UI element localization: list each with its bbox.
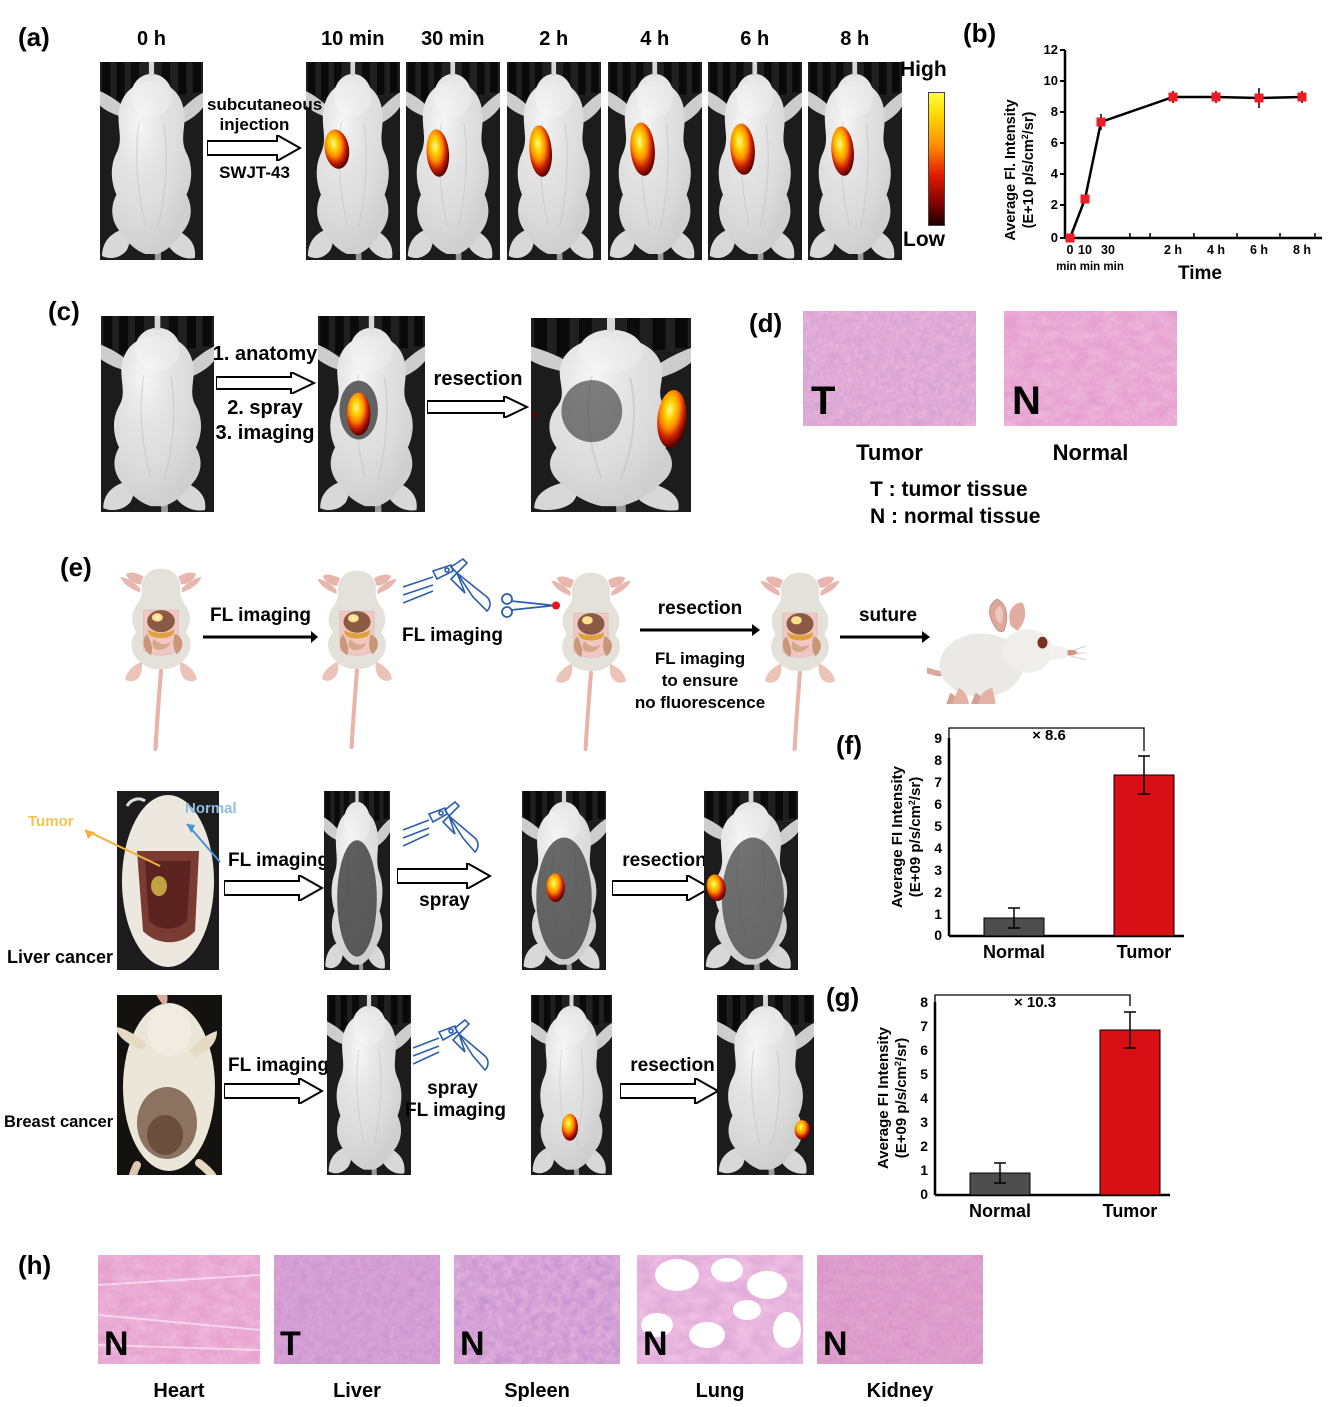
svg-text:5: 5	[934, 818, 942, 834]
svg-text:8 h: 8 h	[1293, 243, 1311, 257]
svg-text:1: 1	[934, 906, 942, 922]
svg-text:Average Fl. Intensity: Average Fl. Intensity	[1003, 99, 1019, 240]
svg-text:Normal: Normal	[969, 1201, 1031, 1221]
svg-text:0: 0	[920, 1186, 928, 1202]
svg-text:2 h: 2 h	[1164, 243, 1182, 257]
svg-text:8: 8	[920, 994, 928, 1010]
svg-text:× 10.3: × 10.3	[1014, 994, 1056, 1011]
svg-text:(E+09 p/s/cm2/sr): (E+09 p/s/cm2/sr)	[907, 777, 924, 898]
svg-text:Tumor: Tumor	[1117, 942, 1172, 962]
svg-text:0: 0	[1051, 230, 1058, 245]
svg-text:4: 4	[1051, 166, 1059, 181]
svg-text:× 8.6: × 8.6	[1032, 727, 1066, 744]
svg-text:30: 30	[1101, 243, 1115, 257]
svg-text:6 h: 6 h	[1250, 243, 1268, 257]
svg-text:9: 9	[934, 730, 942, 746]
svg-text:4 h: 4 h	[1207, 243, 1225, 257]
svg-text:4: 4	[934, 840, 942, 856]
svg-text:7: 7	[934, 774, 942, 790]
svg-text:min min min: min min min	[1056, 261, 1124, 273]
svg-text:5: 5	[920, 1066, 928, 1082]
svg-text:12: 12	[1044, 42, 1058, 57]
svg-text:6: 6	[1051, 135, 1058, 150]
svg-text:0: 0	[934, 927, 942, 943]
svg-text:3: 3	[920, 1114, 928, 1130]
svg-text:Tumor: Tumor	[1103, 1201, 1158, 1221]
svg-text:2: 2	[1051, 197, 1058, 212]
svg-text:2: 2	[920, 1138, 928, 1154]
svg-text:(E+09 p/s/cm2/sr): (E+09 p/s/cm2/sr)	[893, 1038, 910, 1159]
svg-text:2: 2	[934, 884, 942, 900]
svg-text:Average FI Intensity: Average FI Intensity	[889, 765, 906, 908]
svg-text:0: 0	[1067, 243, 1074, 257]
svg-text:4: 4	[920, 1090, 928, 1106]
svg-text:6: 6	[934, 796, 942, 812]
svg-text:8: 8	[934, 752, 942, 768]
svg-text:10: 10	[1044, 73, 1058, 88]
svg-text:6: 6	[920, 1042, 928, 1058]
svg-text:Normal: Normal	[983, 942, 1045, 962]
svg-text:1: 1	[920, 1162, 928, 1178]
svg-text:Average FI Intensity: Average FI Intensity	[875, 1026, 892, 1169]
svg-text:8: 8	[1051, 104, 1058, 119]
svg-text:10: 10	[1078, 243, 1092, 257]
svg-text:7: 7	[920, 1018, 928, 1034]
svg-text:3: 3	[934, 862, 942, 878]
svg-text:(E+10 p/s/cm2/sr): (E+10 p/s/cm2/sr)	[1020, 112, 1037, 229]
svg-text:Time: Time	[1178, 263, 1222, 280]
